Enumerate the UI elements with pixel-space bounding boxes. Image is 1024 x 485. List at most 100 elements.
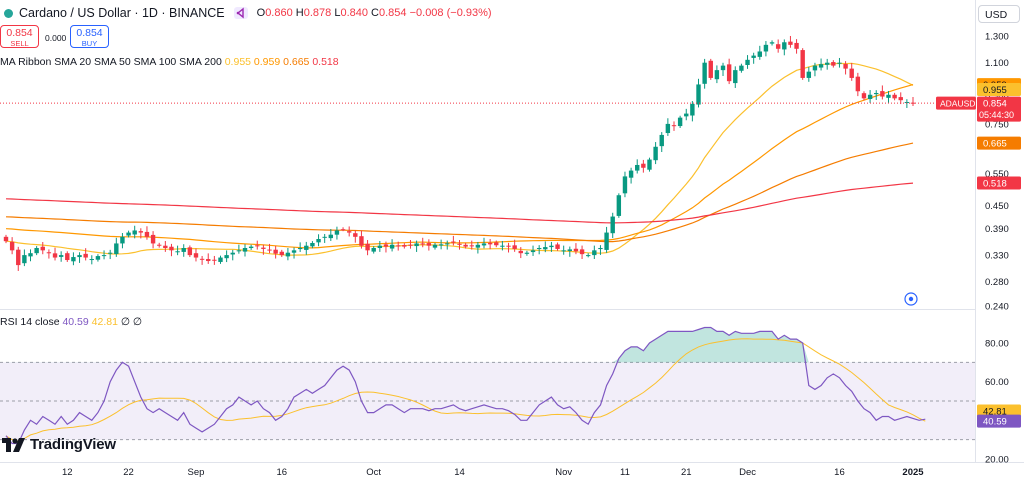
candle-body [126,232,131,236]
candle-body [89,259,94,261]
candle-body [628,170,634,178]
sma20-value: 0.955 [224,56,251,68]
candle-body [144,231,150,237]
candle-body [616,195,622,216]
close-label: C [371,7,379,19]
candle-body [187,247,193,256]
brand-text: TradingView [30,436,116,453]
tradingview-logo[interactable]: TradingView [2,436,116,453]
buy-button[interactable]: 0.854 BUY [70,25,109,48]
time-axis-label: 16 [276,467,287,478]
candle-body [794,42,799,49]
price-axis-tick: 1.300 [985,32,1009,43]
candle-body [402,245,407,247]
candle-body [236,250,242,252]
candle-body [157,244,162,246]
candle-body [696,84,701,105]
sma200-value: 0.518 [312,56,339,68]
price-axis-tick: 0.750 [985,119,1009,130]
candle-body [726,64,732,82]
currency-button[interactable]: USD [978,5,1020,23]
time-axis-label: Nov [555,467,572,478]
high-value: 0.878 [303,7,332,19]
candle-body [910,102,916,104]
time-axis-label: Dec [739,467,756,478]
candle-body [334,230,340,235]
eye-icon[interactable] [233,5,249,21]
crosshair-target-icon[interactable] [904,292,918,306]
sell-price: 0.854 [6,27,33,39]
candle-body [536,248,542,250]
candle-body [273,249,278,254]
candle-body [524,252,530,254]
candle-body [3,236,9,242]
candle-body [763,44,769,52]
ma-ribbon-label: MA Ribbon SMA 20 SMA 50 SMA 100 SMA 200 [0,56,222,68]
rsi-overbought-fill [6,327,926,363]
sell-button[interactable]: 0.854 SELL [0,25,39,48]
candle-body [518,250,523,254]
candle-body [365,243,370,251]
ma-ribbon-legend[interactable]: MA Ribbon SMA 20 SMA 50 SMA 100 SMA 200 … [0,56,339,68]
sma100-tag: 0.665 [983,139,1007,150]
candle-body [610,216,615,234]
open-value: 0.860 [265,7,293,19]
rsi-empty-values: ∅ ∅ [120,316,143,328]
candle-body [757,51,762,57]
candle-body [120,236,125,244]
rsi-tag-bg [977,414,1021,428]
candle-body [255,245,260,247]
market-status-dot [4,8,13,18]
candle-body [800,50,805,78]
candle-body [451,241,456,243]
rsi-legend[interactable]: RSI 14 close 40.59 42.81 ∅ ∅ [0,316,142,328]
symbol-tag: ADAUSD [940,99,975,109]
candle-body [739,65,744,71]
spread-value: 0.000 [45,33,67,43]
tradingview-logo-icon [2,437,25,452]
candle-body [304,245,309,250]
candle-body [340,229,346,231]
candle-body [475,244,481,248]
close-value: 0.854 [379,7,407,19]
candle-body [83,253,88,258]
candle-body [181,248,186,252]
candle-body [494,242,499,246]
candle-body [28,253,33,257]
candle-body [549,245,554,248]
sma200-tag: 0.518 [983,179,1007,190]
candle-body [322,236,327,238]
candle-body [880,91,885,97]
candle-body [855,76,861,92]
symbol-title[interactable]: Cardano / US Dollar · 1D · BINANCE [19,6,225,20]
candle-body [892,94,897,99]
candle-body [843,63,848,69]
candle-body [512,245,517,249]
time-axis-label: 14 [454,467,465,478]
candle-body [806,71,812,78]
candle-body [818,64,824,68]
candle-body [432,244,438,248]
candle-body [598,248,603,250]
sma100-value: 0.665 [283,56,310,68]
candle-body [849,68,854,78]
candle-body [874,93,879,95]
buy-label: BUY [81,39,98,48]
candle-body [481,243,487,246]
candle-body [837,62,842,64]
candle-body [420,243,425,245]
candle-body [199,258,205,260]
price-axis-tick: 0.280 [985,277,1009,288]
candle-body [690,103,695,116]
candle-body [297,248,303,250]
candle-body [285,252,291,257]
candle-body [898,97,903,101]
candle-body [132,230,137,235]
candle-body [22,255,27,264]
rsi-axis-tick: 60.00 [985,377,1009,388]
candle-body [775,44,781,49]
candle-body [212,259,217,261]
candle-body [751,55,756,58]
